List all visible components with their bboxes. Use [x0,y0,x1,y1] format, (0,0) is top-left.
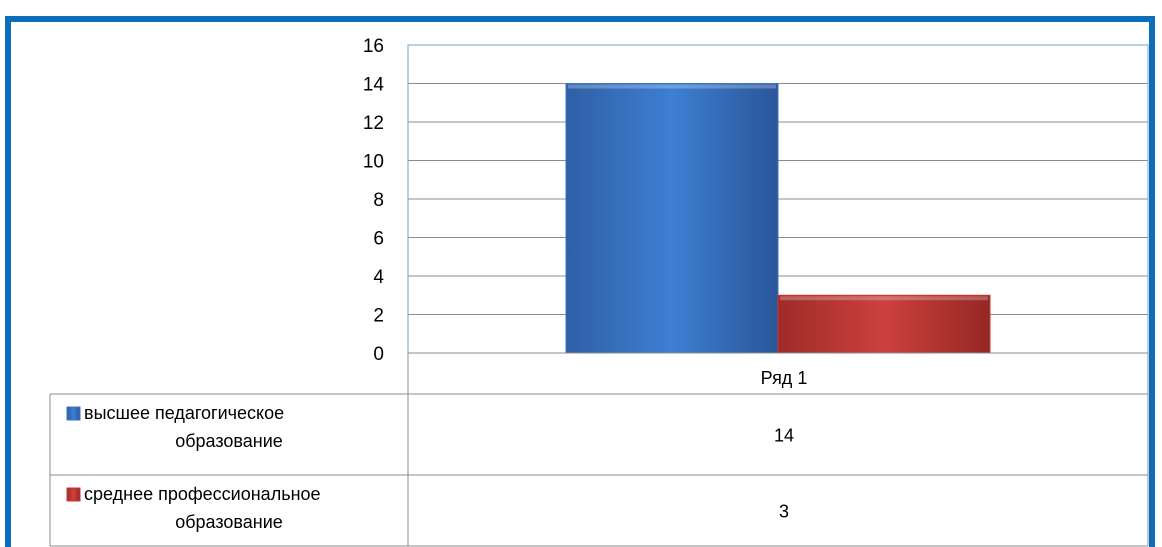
y-tick-label: 16 [363,36,384,57]
category-label: Ряд 1 [761,368,808,388]
legend-swatch [66,487,81,502]
y-tick-label: 8 [373,190,384,211]
series-label: среднее профессиональное [84,484,321,504]
series-label: высшее педагогическое [84,403,284,423]
y-tick-label: 12 [363,113,384,134]
bar-2 [777,294,991,354]
y-tick-label: 0 [373,344,384,365]
bar-highlight [568,84,776,89]
series-label: образование [175,512,283,532]
series-label: образование [175,431,283,451]
y-tick-label: 6 [373,229,384,250]
data-value: 3 [779,502,789,522]
y-tick-label: 2 [373,306,384,327]
bar-1 [565,83,779,354]
data-value: 14 [774,426,794,446]
y-tick-label: 4 [373,267,384,288]
legend-swatch [66,406,81,421]
y-tick-label: 14 [363,75,385,96]
y-tick-label: 10 [363,152,384,173]
bar-highlight [780,296,988,301]
